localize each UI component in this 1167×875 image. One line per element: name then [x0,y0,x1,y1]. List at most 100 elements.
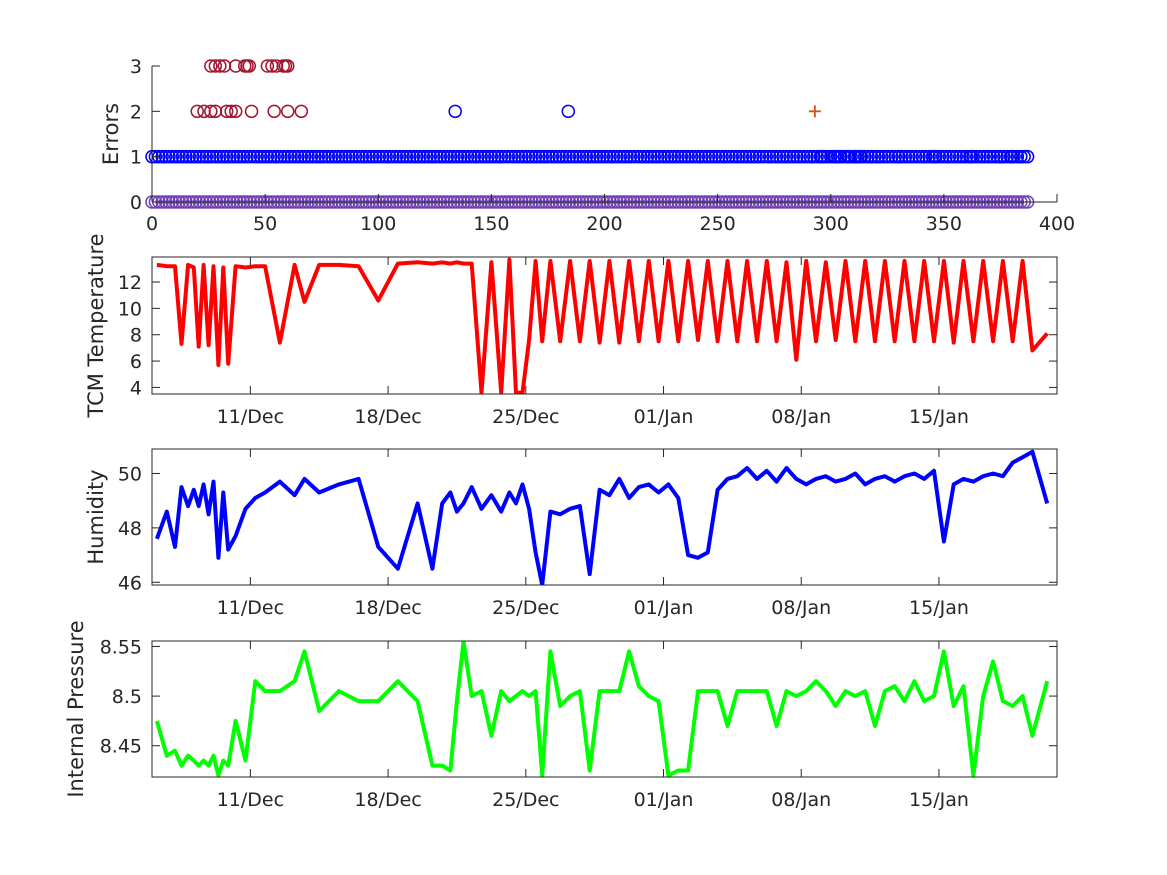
errors-circle-marker [219,149,234,164]
errors-circle-marker [620,149,634,164]
errors-circle-marker [640,149,655,164]
errors-circle-marker [583,149,597,164]
errors-circle-marker [403,149,417,164]
errors-circle-marker [969,149,984,164]
errors-circle-marker [311,149,326,164]
tcm-temperature-x-tick-label: 08/Jan [771,406,831,428]
errors-circle-marker [450,149,465,164]
errors-circle-marker [197,104,211,119]
errors-circle-marker [454,149,468,164]
tcm-temperature-x-tick-label: 11/Dec [217,406,284,428]
tcm-temperature-y-tick-label: 10 [118,298,142,320]
errors-circle-marker [355,149,370,164]
errors-circle-marker [766,149,780,164]
errors-circle-marker [691,149,706,164]
errors-circle-marker [433,149,448,164]
errors-circle-marker [1005,149,1019,164]
errors-circle-marker [437,149,451,164]
errors-circle-marker [613,149,628,164]
errors-circle-marker [342,149,356,164]
errors-x-tick-label: 350 [926,213,962,235]
errors-circle-marker [576,149,590,164]
errors-circle-marker [175,149,190,164]
errors-circle-marker [314,149,329,164]
internal-pressure-x-tick-label: 25/Dec [492,789,559,811]
errors-circle-marker [250,149,264,164]
internal-pressure-y-tick-label: 8.5 [112,686,142,708]
errors-circle-marker [498,149,512,164]
errors-circle-marker [718,149,733,164]
internal-pressure-x-tick-label: 15/Jan [909,789,969,811]
errors-circle-marker [528,149,543,164]
errors-circle-marker [199,149,214,164]
errors-circle-marker [325,149,339,164]
humidity-y-tick-label: 48 [118,518,142,540]
errors-circle-marker [698,149,712,164]
errors-circle-marker [172,149,186,164]
errors-circle-marker [190,104,204,119]
errors-circle-marker [566,149,580,164]
errors-circle-marker [779,149,794,164]
panel-1 [151,256,1058,395]
errors-circle-marker [688,149,702,164]
errors-circle-marker [484,149,499,164]
errors-circle-marker [219,104,234,119]
errors-circle-marker [956,149,970,164]
tcm-temperature-y-tick-label: 12 [118,272,142,294]
errors-circle-marker [895,149,909,164]
errors-circle-marker [511,149,526,164]
errors-circle-marker [369,149,383,164]
tcm-temperature-x-tick-label: 18/Dec [354,406,421,428]
errors-circle-marker [304,149,319,164]
humidity-series-line [155,449,1050,585]
errors-circle-marker [185,149,200,164]
errors-circle-marker [294,149,309,164]
errors-y-axis-label: Errors [99,103,123,165]
errors-circle-marker [204,59,218,73]
internal-pressure-x-tick-label: 08/Jan [771,789,831,811]
internal-pressure-y-axis-label: Internal Pressure [64,620,88,797]
errors-x-tick-label: 50 [253,213,277,235]
errors-circle-marker [878,149,892,164]
errors-circle-marker [661,149,675,164]
errors-circle-marker [928,149,942,164]
errors-circle-marker [919,149,933,164]
errors-circle-marker [793,149,807,164]
errors-circle-marker [637,149,651,164]
errors-circle-marker [986,149,1001,164]
internal-pressure-series-line [154,641,1050,777]
errors-circle-marker [192,149,207,164]
errors-circle-marker [501,149,516,164]
errors-circle-marker [440,149,455,164]
errors-circle-marker [264,149,278,164]
panel-2 [151,448,1058,586]
errors-circle-marker [671,149,685,164]
errors-circle-marker [165,149,180,164]
errors-circle-marker [647,149,662,164]
errors-circle-marker [224,104,238,119]
errors-circle-marker [964,149,978,164]
errors-circle-marker [362,149,376,164]
errors-circle-marker [204,104,218,119]
errors-circle-marker [223,149,237,164]
errors-circle-marker [535,149,550,164]
errors-circle-marker [508,149,522,164]
errors-x-tick-label: 300 [813,213,849,235]
errors-circle-marker [233,149,247,164]
errors-circle-marker [589,149,604,164]
errors-circle-marker [600,149,614,164]
internal-pressure-y-tick-label: 8.55 [100,636,142,658]
errors-y-tick-label: 3 [130,56,142,78]
errors-circle-marker [722,149,736,164]
errors-circle-marker [1010,149,1025,164]
errors-circle-marker [504,149,519,164]
errors-circle-marker [460,149,475,164]
errors-circle-marker [739,149,753,164]
errors-circle-marker [708,149,723,164]
tcm-temperature-x-tick-label: 25/Dec [492,406,559,428]
errors-circle-marker [990,149,1004,164]
errors-circle-marker [291,149,305,164]
errors-x-tick-label: 150 [473,213,509,235]
errors-circle-marker [148,149,163,164]
